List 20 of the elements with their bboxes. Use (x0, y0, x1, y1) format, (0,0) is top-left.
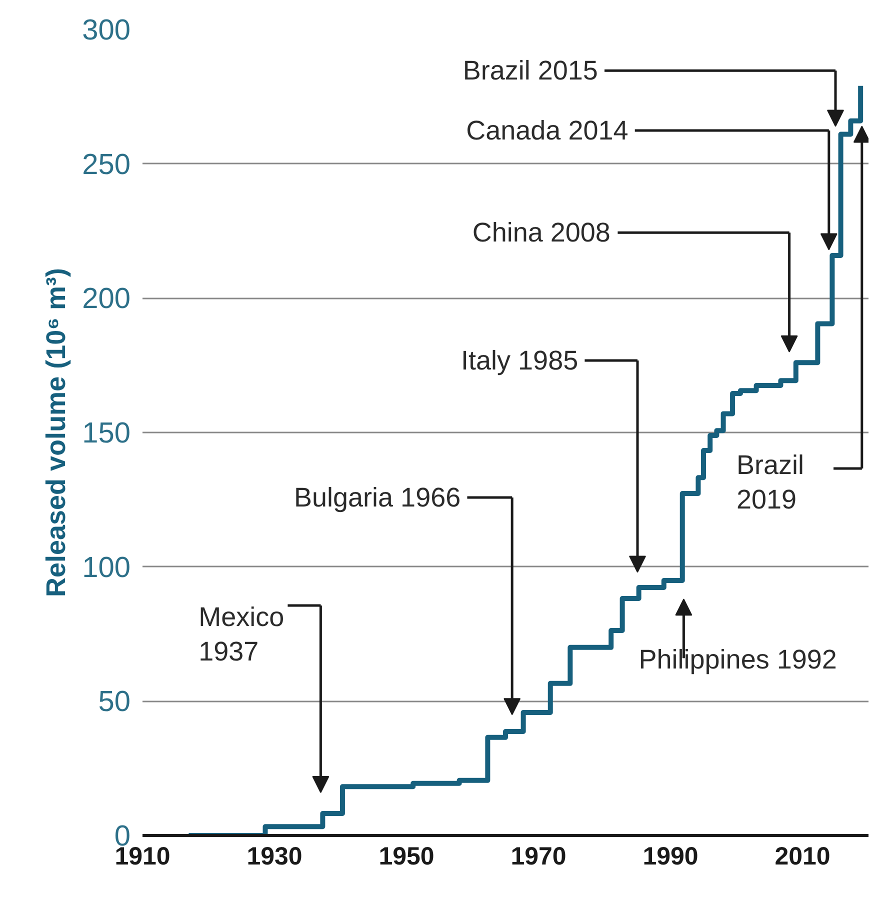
y-tick-label: 50 (98, 686, 131, 718)
annotation: Brazil 2015 (462, 56, 598, 86)
x-tick-label: 2010 (774, 842, 830, 870)
annotation: Canada 2014 (466, 116, 628, 146)
annotation: Philippines 1992 (638, 644, 837, 675)
annotation: China 2008 (472, 218, 610, 248)
y-tick-label: 100 (82, 552, 131, 584)
annotation: Italy 1985 (461, 345, 578, 376)
y-axis-title: Released volume (10⁶ m³) (41, 268, 72, 598)
y-tick-label: 300 (82, 14, 131, 46)
y-tick-label: 150 (82, 418, 131, 450)
y-tick-label: 250 (82, 148, 131, 181)
x-tick-label: 1950 (378, 842, 434, 870)
x-tick-label: 1990 (642, 842, 698, 870)
y-tick-label: 200 (82, 283, 131, 316)
annotation: Bulgaria 1966 (294, 482, 461, 513)
annotation: Brazil 2019 (736, 450, 804, 514)
annotation: Mexico 1937 (198, 602, 284, 666)
x-tick-label: 1970 (510, 842, 566, 870)
x-tick-label: 1930 (246, 842, 302, 870)
